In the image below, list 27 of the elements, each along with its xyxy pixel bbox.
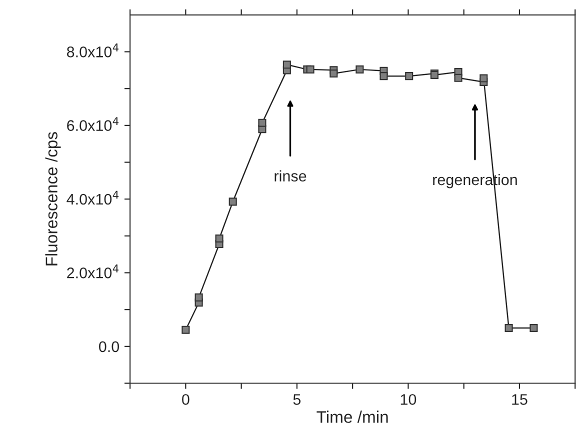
annotation: rinse (274, 170, 306, 182)
point (258, 118, 266, 127)
point (306, 65, 314, 74)
point (330, 69, 338, 78)
point (215, 234, 224, 243)
y-tick-label: 8.0x10$^{4}$ (66, 44, 119, 58)
point (228, 198, 237, 206)
y-tick-label: 0.0 (98, 341, 120, 352)
point (356, 65, 364, 74)
x-tick-label: 0 (182, 394, 190, 405)
point (282, 60, 291, 69)
y-axis-title: Fluorescence /cps (45, 132, 61, 266)
y-tick-label: 4.0x10$^{4}$ (66, 190, 119, 205)
y-tick-label: 6.0x10$^{4}$ (67, 117, 119, 132)
point (504, 324, 513, 332)
point (194, 293, 203, 302)
point (480, 74, 488, 82)
point (454, 74, 462, 82)
point (380, 72, 388, 80)
x-tick-label: 15 (512, 394, 528, 405)
y-tick-label: 2.0x10$^{4}$ (67, 264, 119, 278)
x-tick-label: 5 (293, 394, 301, 405)
point (530, 324, 538, 332)
point (405, 72, 414, 80)
point (182, 326, 190, 334)
x-tick-label: 10 (400, 394, 416, 405)
x-axis-title: Time /min (316, 410, 388, 423)
